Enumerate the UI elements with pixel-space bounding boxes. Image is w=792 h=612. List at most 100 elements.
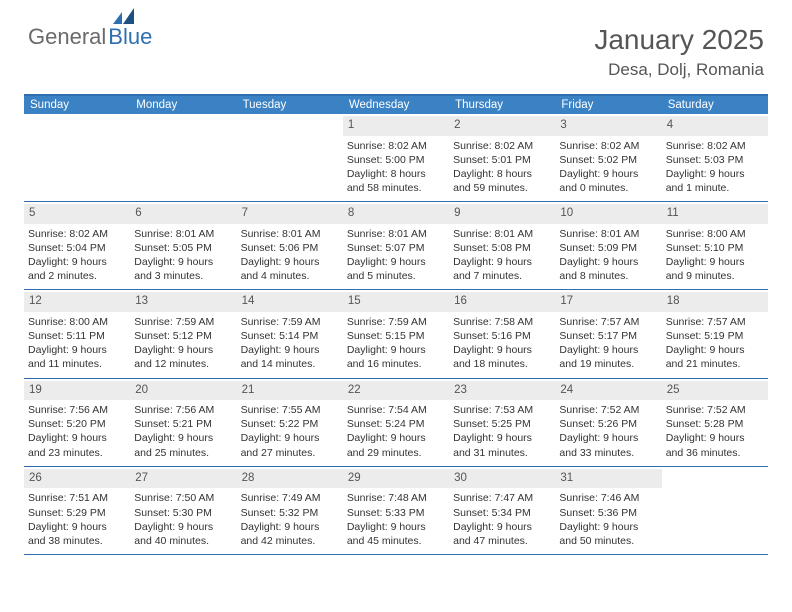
weekday-header: Friday [555, 96, 661, 114]
weekday-header: Tuesday [237, 96, 343, 114]
daylight-line: and 8 minutes. [559, 269, 657, 283]
daylight-line: Daylight: 8 hours [453, 167, 551, 181]
sun-sunset-line: Sunset: 5:24 PM [347, 417, 445, 431]
daylight-line: Daylight: 9 hours [453, 343, 551, 357]
daylight-line: and 19 minutes. [559, 357, 657, 371]
daylight-line: Daylight: 9 hours [666, 255, 764, 269]
day-number: 13 [130, 292, 236, 312]
sun-sunrise-line: Sunrise: 8:01 AM [134, 227, 232, 241]
weekday-header: Monday [130, 96, 236, 114]
sun-sunset-line: Sunset: 5:26 PM [559, 417, 657, 431]
daylight-line: and 7 minutes. [453, 269, 551, 283]
day-cell: 27Sunrise: 7:50 AMSunset: 5:30 PMDayligh… [130, 467, 236, 554]
day-cell: 7Sunrise: 8:01 AMSunset: 5:06 PMDaylight… [237, 202, 343, 289]
daylight-line: and 18 minutes. [453, 357, 551, 371]
day-cell: 14Sunrise: 7:59 AMSunset: 5:14 PMDayligh… [237, 290, 343, 377]
sun-sunrise-line: Sunrise: 7:47 AM [453, 491, 551, 505]
daylight-line: and 5 minutes. [347, 269, 445, 283]
day-cell: 18Sunrise: 7:57 AMSunset: 5:19 PMDayligh… [662, 290, 768, 377]
day-cell: 13Sunrise: 7:59 AMSunset: 5:12 PMDayligh… [130, 290, 236, 377]
day-number: 20 [130, 381, 236, 401]
day-cell: 31Sunrise: 7:46 AMSunset: 5:36 PMDayligh… [555, 467, 661, 554]
day-number: 25 [662, 381, 768, 401]
daylight-line: Daylight: 9 hours [241, 255, 339, 269]
day-cell: 23Sunrise: 7:53 AMSunset: 5:25 PMDayligh… [449, 379, 555, 466]
logo-word-general: General [28, 24, 106, 50]
day-cell: 30 Sunrise: 7:47 AMSunset: 5:34 PMDayligh… [449, 467, 555, 554]
daylight-line: Daylight: 9 hours [453, 520, 551, 534]
day-number: 5 [24, 204, 130, 224]
day-cell: 21 Sunrise: 7:55 AMSunset: 5:22 PMDayligh… [237, 379, 343, 466]
sun-sunset-line: Sunset: 5:00 PM [347, 153, 445, 167]
day-number: 12 [24, 292, 130, 312]
day-number: 15 [343, 292, 449, 312]
day-number: 8 [343, 204, 449, 224]
day-cell: 9Sunrise: 8:01 AMSunset: 5:08 PMDaylight… [449, 202, 555, 289]
sun-sunset-line: Sunset: 5:08 PM [453, 241, 551, 255]
daylight-line: Daylight: 9 hours [241, 520, 339, 534]
sun-sunset-line: Sunset: 5:04 PM [28, 241, 126, 255]
month-title: January 2025 [594, 24, 764, 56]
week-row: 5Sunrise: 8:02 AMSunset: 5:04 PMDaylight… [24, 202, 768, 290]
daylight-line: and 59 minutes. [453, 181, 551, 195]
sun-sunset-line: Sunset: 5:07 PM [347, 241, 445, 255]
day-cell: 4Sunrise: 8:02 AMSunset: 5:03 PMDaylight… [662, 114, 768, 201]
day-cell: 22Sunrise: 7:54 AMSunset: 5:24 PMDayligh… [343, 379, 449, 466]
sun-sunset-line: Sunset: 5:11 PM [28, 329, 126, 343]
daylight-line: and 25 minutes. [134, 446, 232, 460]
sun-sunrise-line: Sunrise: 7:59 AM [134, 315, 232, 329]
day-number: 23 [449, 381, 555, 401]
sun-sunset-line: Sunset: 5:22 PM [241, 417, 339, 431]
daylight-line: and 58 minutes. [347, 181, 445, 195]
weekday-header: Wednesday [343, 96, 449, 114]
logo-word-blue: Blue [108, 24, 152, 49]
sun-sunrise-line: Sunrise: 8:00 AM [666, 227, 764, 241]
day-cell: 24Sunrise: 7:52 AMSunset: 5:26 PMDayligh… [555, 379, 661, 466]
daylight-line: and 29 minutes. [347, 446, 445, 460]
day-number: 30 [449, 469, 555, 489]
sun-sunrise-line: Sunrise: 7:54 AM [347, 403, 445, 417]
day-number: 21 [237, 381, 343, 401]
daylight-line: and 38 minutes. [28, 534, 126, 548]
daylight-line: Daylight: 9 hours [28, 431, 126, 445]
daylight-line: and 23 minutes. [28, 446, 126, 460]
sun-sunset-line: Sunset: 5:32 PM [241, 506, 339, 520]
sun-sunrise-line: Sunrise: 7:59 AM [347, 315, 445, 329]
title-block: January 2025 Desa, Dolj, Romania [594, 24, 764, 80]
sun-sunrise-line: Sunrise: 7:52 AM [559, 403, 657, 417]
daylight-line: Daylight: 9 hours [134, 255, 232, 269]
location-text: Desa, Dolj, Romania [594, 60, 764, 80]
daylight-line: Daylight: 9 hours [453, 431, 551, 445]
sun-sunrise-line: Sunrise: 7:55 AM [241, 403, 339, 417]
day-cell [130, 114, 236, 201]
daylight-line: and 14 minutes. [241, 357, 339, 371]
daylight-line: Daylight: 9 hours [241, 431, 339, 445]
sun-sunset-line: Sunset: 5:05 PM [134, 241, 232, 255]
sun-sunrise-line: Sunrise: 7:53 AM [453, 403, 551, 417]
daylight-line: Daylight: 9 hours [666, 431, 764, 445]
day-cell: 20Sunrise: 7:56 AMSunset: 5:21 PMDayligh… [130, 379, 236, 466]
logo-mark-icon [112, 6, 138, 26]
daylight-line: Daylight: 9 hours [28, 255, 126, 269]
daylight-line: Daylight: 8 hours [347, 167, 445, 181]
sun-sunrise-line: Sunrise: 8:02 AM [453, 139, 551, 153]
daylight-line: and 1 minute. [666, 181, 764, 195]
day-number: 14 [237, 292, 343, 312]
sun-sunrise-line: Sunrise: 8:00 AM [28, 315, 126, 329]
day-number: 2 [449, 116, 555, 136]
sun-sunset-line: Sunset: 5:02 PM [559, 153, 657, 167]
day-cell: 16Sunrise: 7:58 AMSunset: 5:16 PMDayligh… [449, 290, 555, 377]
sun-sunrise-line: Sunrise: 8:01 AM [241, 227, 339, 241]
sun-sunrise-line: Sunrise: 7:46 AM [559, 491, 657, 505]
day-number: 3 [555, 116, 661, 136]
daylight-line: and 2 minutes. [28, 269, 126, 283]
daylight-line: Daylight: 9 hours [134, 520, 232, 534]
daylight-line: Daylight: 9 hours [666, 167, 764, 181]
sun-sunset-line: Sunset: 5:06 PM [241, 241, 339, 255]
calendar-grid: 1Sunrise: 8:02 AMSunset: 5:00 PMDaylight… [24, 114, 768, 555]
sun-sunset-line: Sunset: 5:34 PM [453, 506, 551, 520]
week-row: 12Sunrise: 8:00 AMSunset: 5:11 PMDayligh… [24, 290, 768, 378]
daylight-line: and 42 minutes. [241, 534, 339, 548]
sun-sunset-line: Sunset: 5:12 PM [134, 329, 232, 343]
daylight-line: Daylight: 9 hours [28, 343, 126, 357]
